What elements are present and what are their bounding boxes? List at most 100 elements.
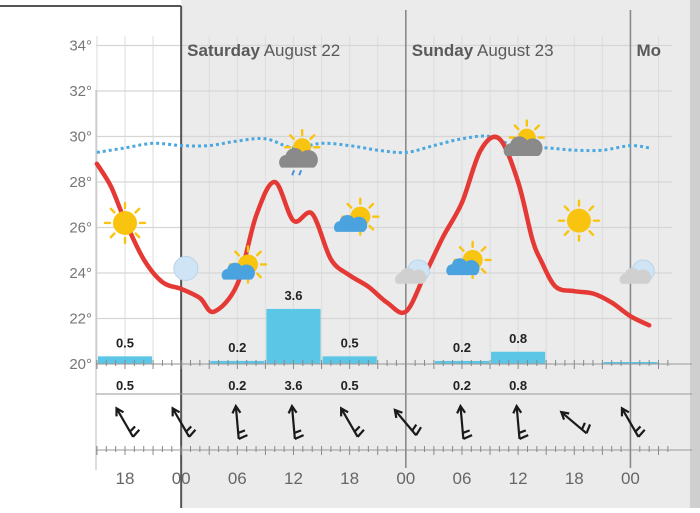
sun-ray: [109, 207, 116, 214]
wind-arrow: [171, 406, 197, 438]
x-tick-label: 18: [565, 469, 584, 488]
wind-barb: [294, 434, 305, 440]
sun-ray: [109, 232, 116, 239]
moon-cloud-icon: [395, 259, 430, 284]
wind-shaft: [621, 408, 640, 438]
sun-rain-cloud-icon: [279, 129, 321, 176]
precip-value-label: 0.8: [509, 331, 527, 346]
sun-ray: [288, 134, 295, 140]
x-tick-label: 12: [284, 469, 303, 488]
future-shade: [181, 0, 700, 508]
precip-row-label: 0.5: [341, 378, 359, 393]
precip-value-label: 0.2: [228, 340, 246, 355]
y-tick-label: 28°: [69, 174, 92, 191]
sun-ray: [563, 230, 570, 237]
x-tick-label: 18: [116, 469, 135, 488]
x-tick-label: 18: [340, 469, 359, 488]
wind-shaft: [234, 406, 240, 440]
precip-row-label: 0.5: [116, 378, 134, 393]
wind-shaft: [116, 408, 134, 438]
wind-arrow: [559, 410, 592, 435]
wind-arrowhead: [393, 408, 403, 419]
wind-barb: [237, 429, 246, 434]
cloud-shape: [333, 215, 368, 232]
sun-disc: [113, 210, 137, 235]
wind-barb: [188, 429, 197, 438]
sun-ray: [368, 224, 375, 231]
moon-icon: [173, 255, 199, 281]
wind-arrow: [393, 408, 422, 436]
precip-row-label: 0.2: [453, 378, 471, 393]
wind-shaft: [459, 406, 465, 440]
sun-cloud-icon: [221, 245, 268, 284]
wind-shaft: [290, 406, 296, 440]
sun-ray: [134, 232, 141, 239]
scrollbar-track: [690, 0, 700, 508]
wind-row: [96, 403, 692, 455]
wind-barb: [293, 429, 302, 434]
wind-arrowhead: [287, 403, 298, 414]
sun-ray: [368, 202, 375, 209]
wind-arrowhead: [231, 403, 242, 414]
x-tick-label: 00: [621, 469, 640, 488]
dew-point-line: [96, 134, 650, 155]
wind-arrowhead: [340, 406, 349, 417]
wind-barb: [585, 424, 592, 434]
wind-shaft: [340, 408, 359, 438]
sun-icon: [103, 201, 147, 245]
past-shade: [0, 0, 182, 508]
wind-barb: [353, 425, 361, 433]
precip-bar: [491, 351, 546, 364]
y-tick-label: 22°: [69, 311, 92, 328]
sun-ray: [255, 272, 262, 279]
wind-arrow: [231, 403, 248, 440]
cloud-shape: [503, 136, 543, 156]
wind-barb: [462, 434, 473, 440]
sun-overcast-icon: [503, 119, 545, 156]
sun-disc: [566, 208, 591, 233]
rain-drop: [291, 169, 296, 176]
wind-barb: [580, 422, 586, 430]
wind-arrowhead: [559, 410, 570, 421]
cloud-shape: [221, 262, 255, 280]
precip-value-label: 0.5: [341, 335, 359, 350]
y-tick-label: 20°: [69, 356, 92, 373]
precip-row-label: 0.2: [228, 378, 246, 393]
day-header: Sunday August 23: [412, 41, 554, 60]
sun-icon: [557, 199, 601, 242]
cloud-shape: [395, 267, 427, 284]
day-name: Mo: [636, 41, 661, 60]
sun-ray: [346, 202, 353, 209]
wind-arrow: [115, 406, 141, 438]
wind-barb: [185, 425, 193, 433]
wind-arrow: [456, 403, 473, 440]
sun-ray: [458, 245, 465, 252]
wind-arrow: [287, 403, 305, 440]
sun-ray: [588, 205, 595, 212]
day-name: Sunday: [412, 41, 474, 60]
sun-ray: [513, 124, 520, 131]
x-tick-label: 00: [396, 469, 415, 488]
x-tick-label: 12: [509, 469, 528, 488]
sun-ray: [534, 124, 541, 131]
sun-ray: [234, 250, 241, 257]
sun-ray: [588, 230, 595, 237]
wind-barb: [238, 434, 248, 440]
cloud-shape: [619, 267, 652, 284]
wind-barb: [634, 425, 642, 433]
y-tick-label: 26°: [69, 220, 92, 237]
day-name: Saturday: [187, 41, 260, 60]
wind-shaft: [172, 408, 191, 438]
temperature-line: [94, 134, 652, 328]
wind-shaft: [515, 406, 521, 440]
wind-barb: [132, 429, 141, 438]
precip-value-label: 0.2: [453, 340, 471, 355]
sun-ray: [480, 245, 487, 252]
precip-row: 0.5 0.2 3.6 0.5 0.2 0.8: [96, 378, 692, 395]
precip-row-label: 0.8: [509, 378, 527, 393]
sun-ray: [134, 207, 141, 214]
axis-ticks: [96, 360, 692, 369]
wind-barb: [129, 425, 136, 433]
x-tick-label: 06: [452, 469, 471, 488]
